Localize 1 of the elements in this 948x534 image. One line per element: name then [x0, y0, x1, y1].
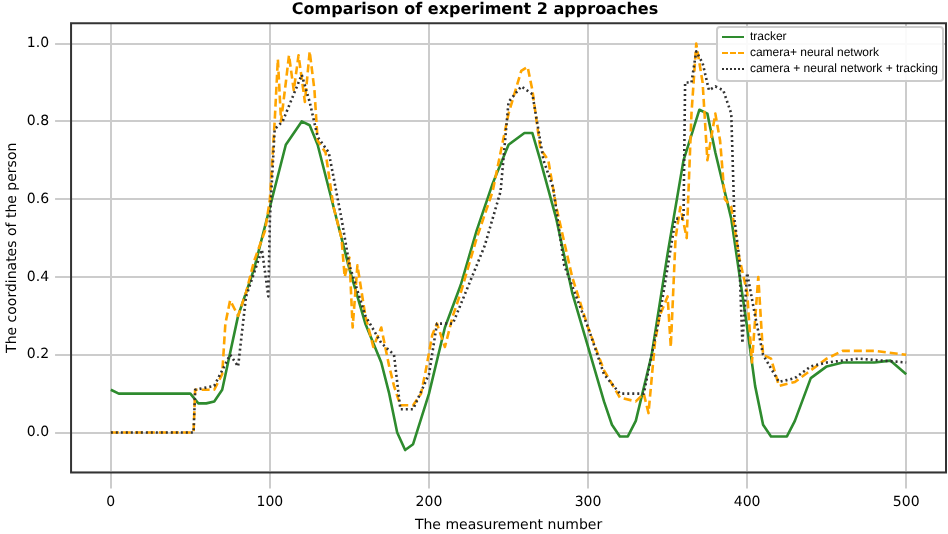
chart-title: Comparison of experiment 2 approaches [291, 0, 659, 18]
